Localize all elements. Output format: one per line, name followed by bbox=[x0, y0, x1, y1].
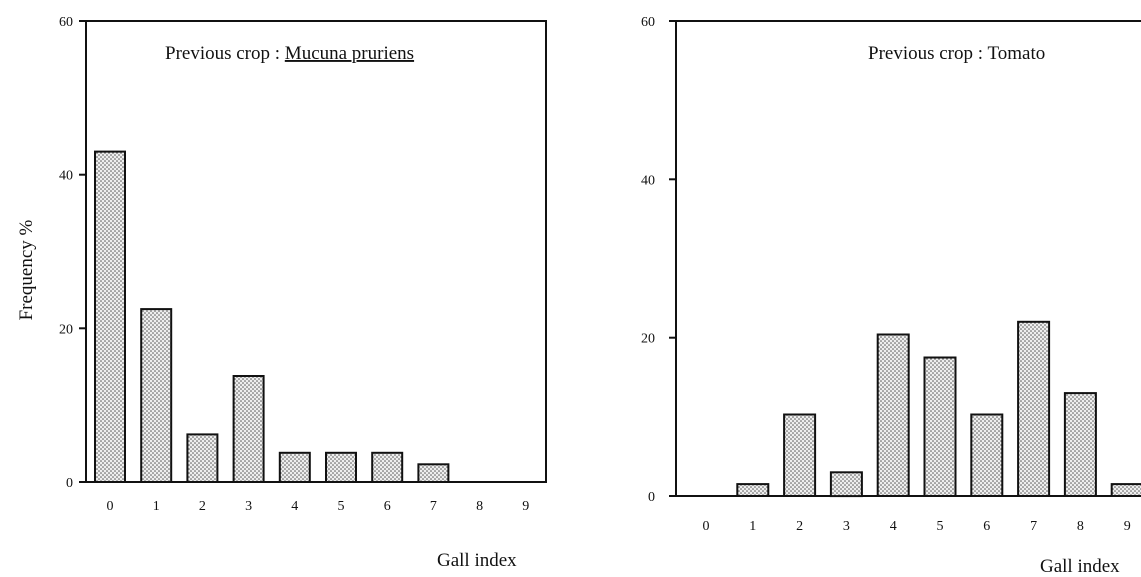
bars bbox=[736, 320, 1141, 498]
x-ticks: 0 1 2 3 4 5 6 7 8 9 bbox=[703, 519, 1131, 534]
bar-gall-3 bbox=[232, 375, 265, 483]
bar-gall-1 bbox=[736, 483, 770, 498]
bars bbox=[94, 150, 450, 483]
chart-title-prefix: Previous crop : bbox=[165, 43, 285, 64]
x-tick-label: 4 bbox=[890, 519, 897, 534]
x-axis-label: Gall index bbox=[437, 550, 517, 571]
x-tick-label: 1 bbox=[749, 519, 756, 534]
bar-gall-4 bbox=[278, 451, 311, 483]
x-tick-label: 0 bbox=[107, 499, 114, 514]
bar-gall-9 bbox=[1110, 483, 1141, 498]
bar-gall-5 bbox=[325, 451, 357, 483]
bar-gall-0 bbox=[94, 150, 126, 483]
y-tick-label: 60 bbox=[641, 15, 655, 30]
y-axis-label: Frequency % bbox=[16, 219, 37, 320]
bar-gall-6 bbox=[371, 451, 404, 483]
x-tick-label: 2 bbox=[199, 499, 206, 514]
x-tick-label: 9 bbox=[522, 499, 529, 514]
bar-gall-3 bbox=[829, 471, 863, 498]
bar-gall-6 bbox=[970, 413, 1004, 497]
chart-mucuna: Previous crop : Mucuna pruriens Frequenc… bbox=[16, 15, 547, 571]
x-tick-label: 7 bbox=[1030, 519, 1037, 534]
x-tick-label: 2 bbox=[796, 519, 803, 534]
bar-gall-7 bbox=[1017, 320, 1051, 497]
bar-gall-5 bbox=[923, 356, 957, 497]
x-tick-label: 3 bbox=[843, 519, 850, 534]
x-tick-label: 0 bbox=[703, 519, 710, 534]
y-tick-label: 0 bbox=[648, 490, 655, 505]
x-tick-label: 1 bbox=[153, 499, 160, 514]
y-tick-label: 20 bbox=[59, 322, 73, 337]
y-tick-label: 40 bbox=[641, 173, 655, 188]
chart-title-prefix: Previous crop : bbox=[868, 43, 987, 64]
chart-title-crop: Mucuna pruriens bbox=[285, 43, 414, 64]
plot-frame bbox=[85, 20, 547, 483]
y-ticks: 0 20 40 60 bbox=[59, 15, 86, 491]
bar-gall-7 bbox=[417, 463, 450, 483]
y-ticks: 0 20 40 60 bbox=[641, 15, 676, 505]
x-tick-label: 8 bbox=[1077, 519, 1084, 534]
bar-gall-8 bbox=[1063, 392, 1097, 498]
chart-tomato: Previous crop : Tomato Gall index 020406… bbox=[641, 15, 1141, 577]
y-tick-label: 60 bbox=[59, 15, 73, 30]
x-tick-label: 9 bbox=[1124, 519, 1131, 534]
x-tick-label: 3 bbox=[245, 499, 252, 514]
y-tick-label: 40 bbox=[59, 169, 73, 184]
x-tick-label: 6 bbox=[384, 499, 391, 514]
x-tick-label: 5 bbox=[937, 519, 944, 534]
bar-gall-2 bbox=[186, 433, 219, 483]
bar-gall-1 bbox=[140, 308, 173, 483]
x-tick-label: 7 bbox=[430, 499, 437, 514]
x-tick-label: 5 bbox=[338, 499, 345, 514]
chart-title: Previous crop : Tomato bbox=[868, 43, 1045, 64]
chart-title: Previous crop : Mucuna pruriens bbox=[165, 43, 414, 64]
x-ticks: 0 1 2 3 4 5 6 7 8 9 bbox=[107, 499, 530, 514]
y-tick-label: 0 bbox=[66, 476, 73, 491]
bar-gall-4 bbox=[876, 333, 910, 497]
y-tick-label: 20 bbox=[641, 332, 655, 347]
x-tick-label: 4 bbox=[291, 499, 298, 514]
x-tick-label: 6 bbox=[983, 519, 990, 534]
chart-title-crop: Tomato bbox=[987, 43, 1045, 64]
bar-gall-2 bbox=[783, 413, 817, 497]
x-axis-label: Gall index bbox=[1040, 556, 1120, 577]
x-tick-label: 8 bbox=[476, 499, 483, 514]
